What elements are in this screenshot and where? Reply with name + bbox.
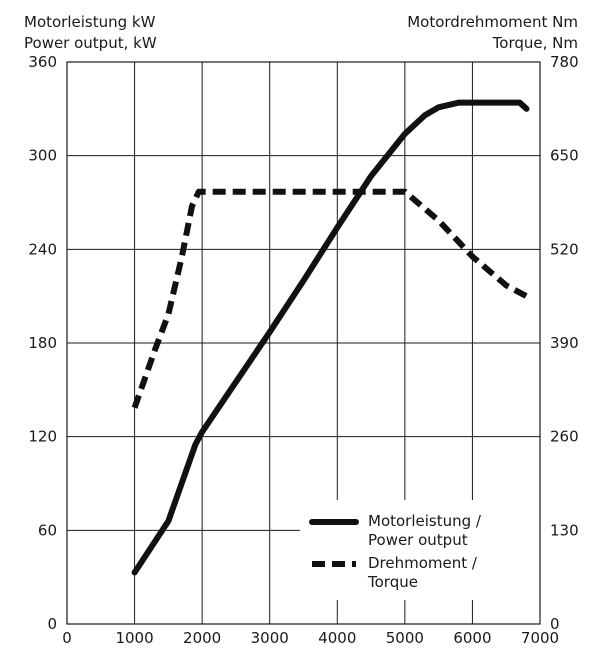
x-tick-label: 5000 bbox=[386, 629, 424, 647]
y-right-tick-label: 520 bbox=[550, 240, 579, 258]
y-left-tick-label: 0 bbox=[47, 615, 57, 633]
right-axis-title: Motordrehmoment Nm Torque, Nm bbox=[407, 13, 578, 52]
legend-background bbox=[300, 500, 540, 600]
y-left-tick-label: 360 bbox=[28, 53, 57, 71]
series-lines bbox=[131, 99, 530, 576]
x-tick-label: 1000 bbox=[115, 629, 153, 647]
x-tick-label: 2000 bbox=[183, 629, 221, 647]
right-axis-title-line-1: Motordrehmoment Nm bbox=[407, 13, 578, 31]
y-right-tick-label: 130 bbox=[550, 521, 579, 539]
legend: Motorleistung / Power output Drehmoment … bbox=[300, 500, 540, 600]
plot-frame bbox=[66, 61, 541, 625]
legend-power-label-line-1: Motorleistung / bbox=[368, 512, 482, 530]
y-right-tick-label: 650 bbox=[550, 147, 579, 165]
x-tick-label: 4000 bbox=[318, 629, 356, 647]
x-tick-label: 7000 bbox=[521, 629, 559, 647]
left-axis-title: Motorleistung kW Power output, kW bbox=[24, 13, 157, 52]
y-left-tick-label: 300 bbox=[28, 147, 57, 165]
x-tick-label: 6000 bbox=[453, 629, 491, 647]
y-right-tick-label: 260 bbox=[550, 428, 579, 446]
y-left-tick-label: 180 bbox=[28, 334, 57, 352]
legend-power-label-line-2: Power output bbox=[368, 531, 468, 549]
power-line bbox=[131, 99, 530, 576]
left-axis-title-line-1: Motorleistung kW bbox=[24, 13, 156, 31]
torque-line bbox=[131, 188, 528, 409]
x-tick-label: 0 bbox=[62, 629, 72, 647]
y-left-tick-label: 240 bbox=[28, 240, 57, 258]
y-left-tick-label: 120 bbox=[28, 428, 57, 446]
right-axis-title-line-2: Torque, Nm bbox=[492, 34, 578, 52]
y-right-tick-label: 780 bbox=[550, 53, 579, 71]
legend-torque-label-line-2: Torque bbox=[367, 573, 418, 591]
left-axis-title-line-2: Power output, kW bbox=[24, 34, 157, 52]
y-right-tick-label: 0 bbox=[550, 615, 560, 633]
y-right-tick-label: 390 bbox=[550, 334, 579, 352]
x-tick-label: 3000 bbox=[251, 629, 289, 647]
grid bbox=[67, 62, 540, 624]
tick-labels: 0 1000 2000 3000 4000 5000 6000 700006012018024… bbox=[28, 53, 578, 647]
legend-torque-label-line-1: Drehmoment / bbox=[368, 554, 478, 572]
y-left-tick-label: 60 bbox=[38, 521, 57, 539]
